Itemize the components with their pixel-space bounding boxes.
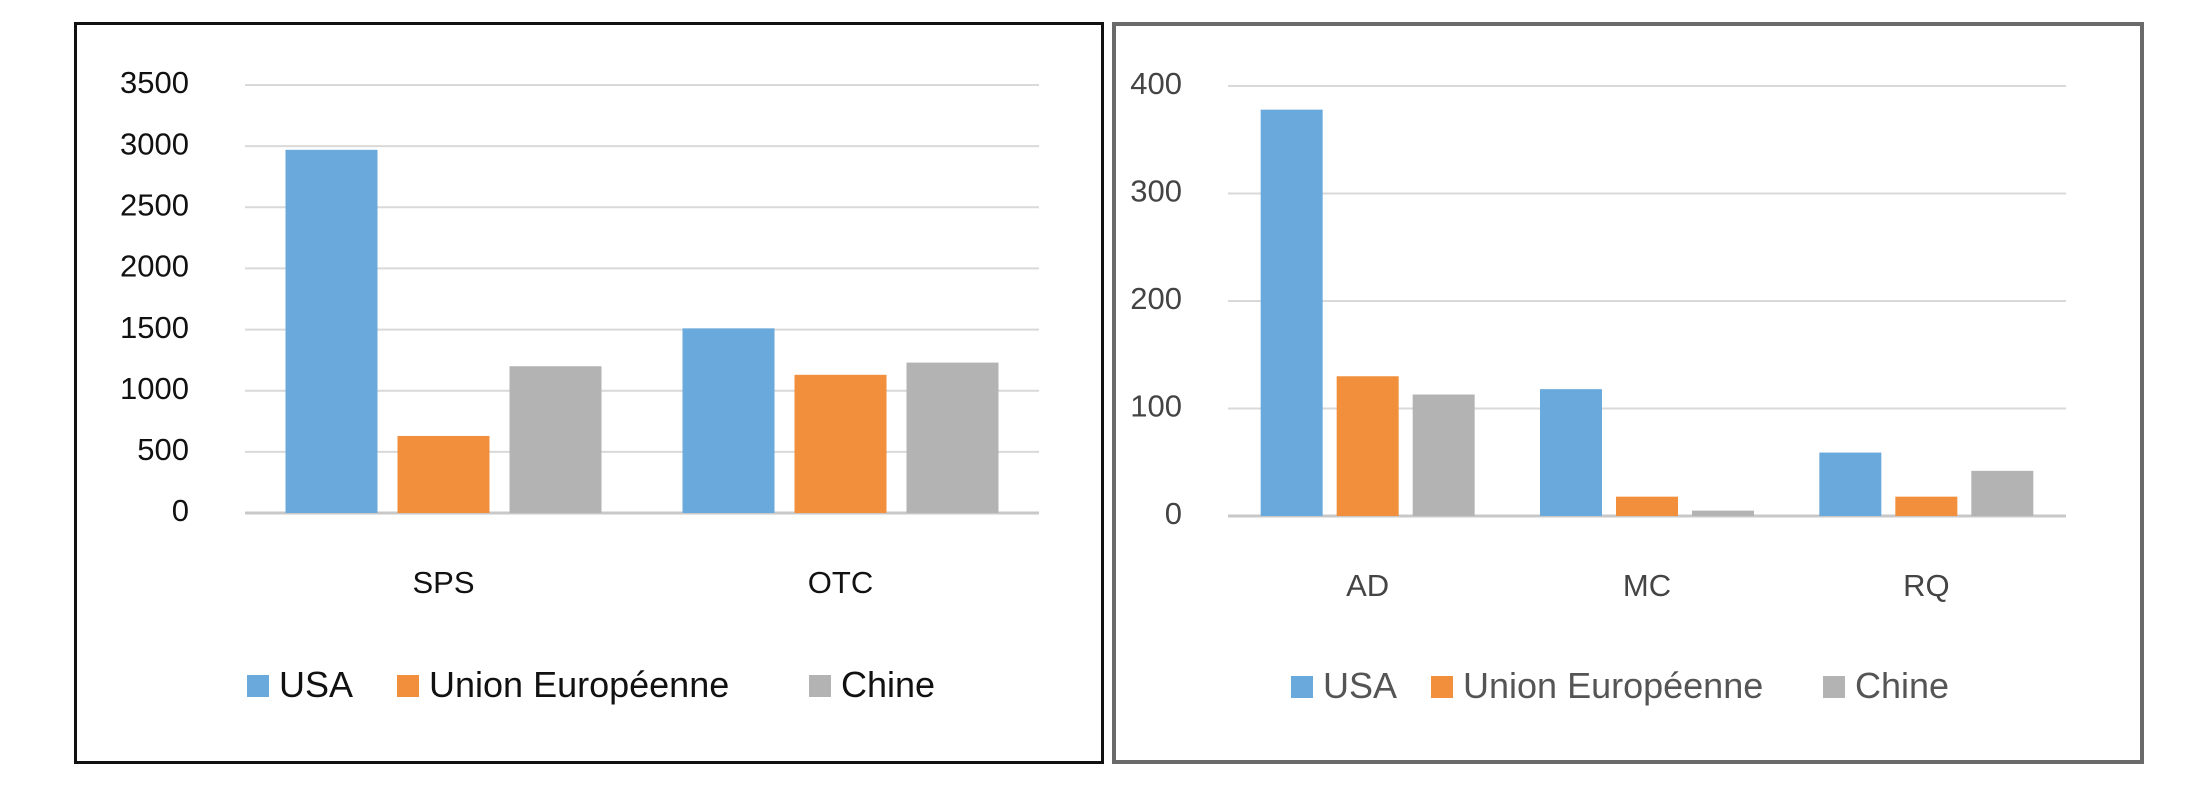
bar-otc-union-européenne: [794, 374, 887, 513]
legend-label: USA: [1323, 665, 1397, 706]
x-category-label: RQ: [1903, 568, 1950, 603]
bar-mc-usa: [1540, 389, 1602, 516]
y-tick-label: 1000: [120, 371, 189, 406]
bar-otc-usa: [682, 328, 775, 513]
legend-swatch: [1823, 676, 1845, 698]
x-category-label: OTC: [808, 565, 873, 600]
bar-sps-chine: [509, 366, 602, 513]
legend: USA Union Européenne Chine: [1291, 665, 1949, 706]
chart-panel-right: 0 100 200 300 400 AD MC RQ USA Union Européenne Ch…: [1112, 22, 2144, 764]
y-tick-label: 100: [1130, 389, 1182, 424]
bar-chart-right: 0 100 200 300 400 AD MC RQ USA Union Européenne Ch…: [1130, 66, 2066, 706]
bar-otc-chine: [906, 362, 999, 513]
legend-swatch: [1291, 676, 1313, 698]
y-tick-label: 3000: [120, 126, 189, 161]
bar-rq-union-européenne: [1895, 496, 1958, 516]
bar-sps-union-européenne: [397, 435, 490, 513]
y-tick-label: 0: [1165, 496, 1182, 531]
x-category-label: AD: [1346, 568, 1389, 603]
y-tick-label: 400: [1130, 66, 1182, 101]
y-tick-label: 500: [137, 432, 189, 467]
legend-swatch: [247, 675, 269, 697]
legend: USA Union Européenne Chine: [247, 664, 935, 705]
legend-label: Union Européenne: [429, 664, 729, 705]
y-tick-label: 3500: [120, 65, 189, 100]
legend-label: Chine: [841, 664, 935, 705]
legend-label: Union Européenne: [1463, 665, 1763, 706]
legend-label: USA: [279, 664, 353, 705]
chart-panel-left: 0 500 1000 1500 2000 2500 3000 3500 SPS OTC USA Uni…: [74, 22, 1104, 764]
y-tick-label: 2000: [120, 249, 189, 284]
x-category-label: MC: [1623, 568, 1671, 603]
bar-mc-chine: [1692, 510, 1754, 516]
bar-chart-left: 0 500 1000 1500 2000 2500 3000 3500 SPS OTC USA Uni…: [120, 65, 1039, 705]
y-tick-label: 2500: [120, 187, 189, 222]
x-category-label: SPS: [412, 565, 474, 600]
y-tick-label: 0: [172, 493, 189, 528]
legend-swatch: [809, 675, 831, 697]
bar-rq-chine: [1971, 470, 2034, 516]
bar-mc-union-européenne: [1616, 496, 1678, 516]
y-tick-label: 200: [1130, 281, 1182, 316]
legend-swatch: [1431, 676, 1453, 698]
y-tick-label: 1500: [120, 310, 189, 345]
bar-ad-usa: [1260, 109, 1323, 517]
bar-ad-union-européenne: [1336, 376, 1399, 516]
bar-rq-usa: [1819, 452, 1882, 516]
legend-swatch: [397, 675, 419, 697]
bar-sps-usa: [285, 149, 378, 513]
bar-ad-chine: [1412, 394, 1475, 516]
y-tick-label: 300: [1130, 174, 1182, 209]
legend-label: Chine: [1855, 665, 1949, 706]
